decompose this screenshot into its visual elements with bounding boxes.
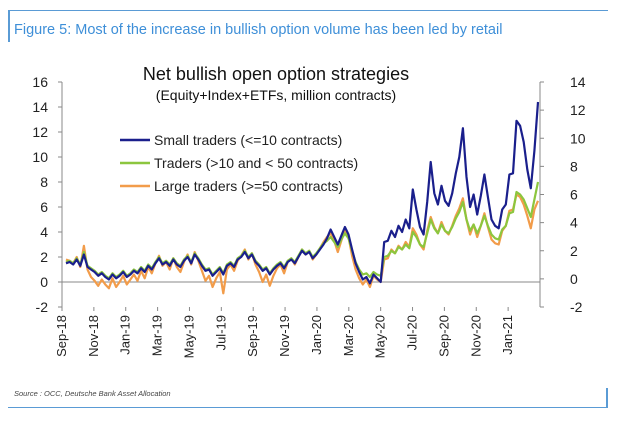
x-tick-label: Jan-21 bbox=[500, 315, 515, 355]
y-tick-label-left: 8 bbox=[40, 174, 48, 190]
y-tick-label-left: 16 bbox=[32, 74, 48, 90]
chart-title: Net bullish open option strategies bbox=[143, 64, 409, 84]
y-tick-label-left: 0 bbox=[40, 274, 48, 290]
source-note: Source : OCC, Deutsche Bank Asset Alloca… bbox=[14, 389, 171, 398]
figure-title: Figure 5: Most of the increase in bullis… bbox=[14, 22, 503, 38]
x-tick-label: Jan-19 bbox=[118, 315, 133, 355]
x-tick-label: Mar-19 bbox=[150, 315, 165, 356]
y-tick-label-right: 0 bbox=[570, 271, 578, 287]
y-tick-label-left: -2 bbox=[36, 299, 49, 315]
series-line-3 bbox=[65, 193, 540, 295]
x-tick-label: Nov-19 bbox=[277, 315, 292, 357]
figure-frame-right bbox=[606, 388, 608, 408]
x-tick-label: Nov-20 bbox=[468, 315, 483, 357]
y-tick-label-right: 4 bbox=[570, 215, 578, 231]
y-tick-label-left: 2 bbox=[40, 249, 48, 265]
x-tick-label: Jul-20 bbox=[405, 315, 420, 350]
legend-label: Traders (>10 and < 50 contracts) bbox=[154, 155, 358, 171]
x-tick-label: Sep-19 bbox=[245, 315, 260, 357]
legend: Small traders (<=10 contracts) Traders (>… bbox=[120, 132, 358, 194]
x-tick-label: May-19 bbox=[181, 315, 196, 358]
series-lines bbox=[65, 101, 540, 295]
series-line-2 bbox=[65, 181, 540, 280]
legend-label: Large traders (>=50 contracts) bbox=[154, 178, 343, 194]
y-tick-label-left: 6 bbox=[40, 199, 48, 215]
x-tick-label: Nov-18 bbox=[86, 315, 101, 357]
x-tick-label: May-20 bbox=[373, 315, 388, 358]
x-tick-label: Sep-20 bbox=[436, 315, 451, 357]
y-tick-label-right: 6 bbox=[570, 187, 578, 203]
y-tick-label-right: 14 bbox=[570, 74, 586, 90]
y-tick-label-right: 8 bbox=[570, 158, 578, 174]
y-tick-label-right: 10 bbox=[570, 130, 586, 146]
y-tick-label-right: -2 bbox=[570, 299, 583, 315]
y-tick-label-right: 2 bbox=[570, 243, 578, 259]
figure-frame-top bbox=[8, 10, 608, 42]
y-tick-label-left: 4 bbox=[40, 224, 48, 240]
y-tick-label-right: 12 bbox=[570, 102, 586, 118]
x-tick-label: Mar-20 bbox=[341, 315, 356, 356]
y-tick-label-left: 14 bbox=[32, 99, 48, 115]
y-tick-label-left: 10 bbox=[32, 149, 48, 165]
legend-label: Small traders (<=10 contracts) bbox=[154, 132, 342, 148]
x-tick-label: Sep-18 bbox=[54, 315, 69, 357]
figure-frame-bottom bbox=[8, 407, 608, 408]
axes: -2 0 2 4 6 8 10 12 14 16 -2 0 2 4 6 8 10 12 14 Sep-18 Nov-18… bbox=[32, 74, 585, 358]
x-tick-label: Jul-19 bbox=[213, 315, 228, 350]
y-tick-label-left: 12 bbox=[32, 124, 48, 140]
chart-subtitle: (Equity+Index+ETFs, million contracts) bbox=[156, 87, 396, 103]
series-line-1 bbox=[65, 101, 540, 285]
x-tick-label: Jan-20 bbox=[309, 315, 324, 355]
